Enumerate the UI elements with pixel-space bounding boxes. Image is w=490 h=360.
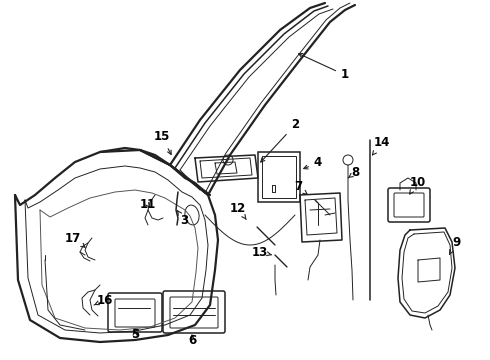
FancyBboxPatch shape	[163, 291, 225, 333]
Bar	[262, 156, 296, 198]
FancyBboxPatch shape	[115, 299, 155, 327]
Text: 17: 17	[65, 231, 85, 247]
Text: 16: 16	[94, 293, 113, 306]
Text: 10: 10	[410, 175, 426, 194]
Text: 13: 13	[252, 246, 271, 258]
Text: 9: 9	[449, 235, 460, 254]
Text: 14: 14	[372, 136, 390, 155]
Text: 7: 7	[294, 180, 307, 194]
Ellipse shape	[185, 205, 199, 225]
Bar	[258, 152, 300, 202]
Text: 5: 5	[131, 328, 139, 342]
FancyBboxPatch shape	[170, 297, 218, 328]
Text: 4: 4	[304, 157, 322, 170]
FancyBboxPatch shape	[388, 188, 430, 222]
Text: 8: 8	[348, 166, 359, 180]
Text: 12: 12	[230, 202, 246, 220]
Text: 11: 11	[140, 198, 156, 211]
Text: 3: 3	[177, 211, 188, 226]
Text: 6: 6	[188, 333, 196, 346]
Text: 15: 15	[154, 130, 171, 154]
FancyBboxPatch shape	[108, 293, 162, 332]
Text: 1: 1	[298, 54, 349, 81]
FancyBboxPatch shape	[394, 193, 424, 217]
Text: 2: 2	[261, 118, 299, 162]
